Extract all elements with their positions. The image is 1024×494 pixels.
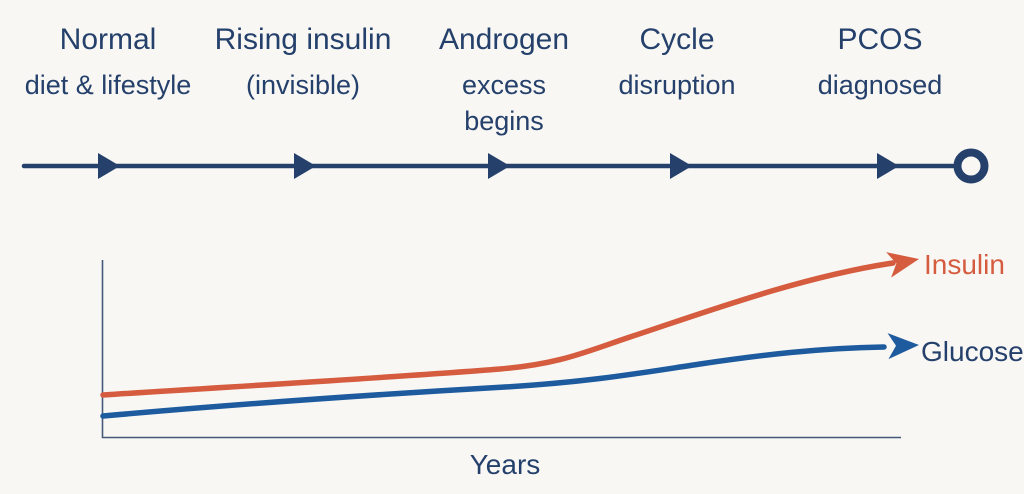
insulin-arrowhead-icon [886, 252, 919, 278]
timeline-stage-pcos-diagnosed: PCOS diagnosed [775, 22, 985, 101]
timeline-stage-normal: Normal diet & lifestyle [3, 22, 213, 101]
chart-axes [101, 260, 901, 439]
stage-subtitle: diet & lifestyle [24, 70, 192, 100]
timeline-end-circle-icon [953, 148, 989, 184]
stage-subtitle: excess [461, 70, 547, 100]
timeline-arrow-icon [488, 153, 510, 179]
x-axis-label: Years [469, 449, 541, 480]
stage-title: PCOS [837, 23, 923, 56]
timeline-arrow-icon [294, 153, 316, 179]
glucose-arrowhead-icon [887, 333, 919, 360]
stage-subtitle: diagnosed [817, 70, 943, 100]
insulin-series-label: Insulin [924, 249, 1005, 280]
timeline-arrow-icon [877, 153, 899, 179]
timeline-stage-androgen-excess: Androgen excess begins [399, 22, 609, 138]
timeline-arrow-icon [98, 153, 120, 179]
insulin-line [100, 260, 896, 398]
glucose-line [100, 344, 887, 419]
stage-title: Rising insulin [214, 23, 392, 56]
stage-subtitle2: begins [464, 106, 544, 137]
stage-subtitle: disruption [618, 70, 736, 100]
stage-title: Androgen [438, 23, 570, 56]
stage-title: Normal [59, 23, 157, 56]
timeline-stage-cycle-disruption: Cycle disruption [572, 22, 782, 101]
stage-title: Cycle [639, 23, 715, 56]
timeline-arrow-icon [670, 153, 692, 179]
glucose-series-label: Glucose [921, 336, 1024, 367]
stage-subtitle: (invisible) [245, 70, 361, 100]
timeline-stage-rising-insulin: Rising insulin (invisible) [198, 22, 408, 101]
